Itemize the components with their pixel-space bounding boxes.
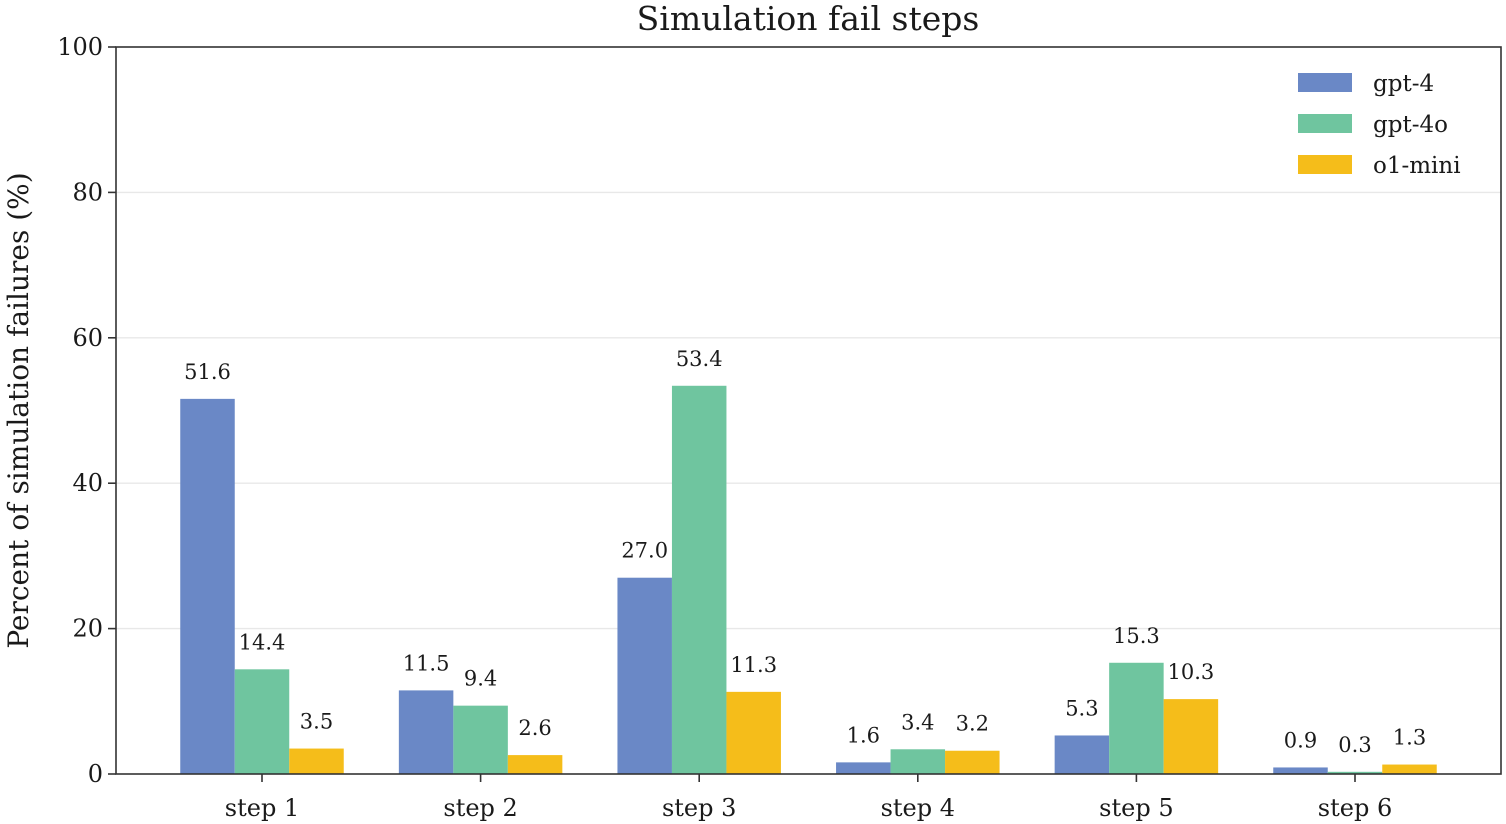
legend-label: gpt-4: [1373, 71, 1434, 97]
bar-value-label: 1.3: [1393, 726, 1426, 750]
bar-o1-mini-4: [1163, 699, 1219, 774]
x-tick-label: step 6: [1318, 794, 1392, 822]
bar-gpt-4o-0: [234, 669, 290, 774]
bar-gpt-4o-1: [453, 705, 508, 774]
bar-value-label: 5.3: [1065, 696, 1098, 720]
y-tick-label: 20: [72, 615, 103, 643]
bar-value-label: 15.3: [1113, 624, 1160, 648]
bar-value-label: 3.5: [300, 710, 333, 734]
bar-o1-mini-0: [289, 748, 344, 774]
bar-value-label: 3.2: [956, 712, 989, 736]
bar-value-label: 3.4: [901, 710, 934, 734]
bar-gpt-4o-3: [890, 749, 946, 774]
bar-value-label: 2.6: [518, 716, 551, 740]
bar-gpt-4-3: [836, 762, 891, 774]
bar-value-label: 11.5: [403, 651, 450, 675]
x-tick-label: step 1: [225, 794, 299, 822]
bar-gpt-4o-4: [1109, 662, 1164, 774]
x-tick-label: step 3: [662, 794, 736, 822]
chart-title: Simulation fail steps: [637, 0, 980, 38]
bars: [180, 385, 1437, 774]
x-tick-label: step 4: [881, 794, 955, 822]
x-tick-label: step 5: [1099, 794, 1173, 822]
y-axis: 0 20 40 60 80 100: [57, 33, 116, 788]
bar-value-label: 0.3: [1338, 733, 1371, 757]
x-axis: step 1 step 2 step 3 step 4 step 5 step 6: [225, 774, 1392, 822]
bar-value-label: 11.3: [730, 653, 777, 677]
legend: gpt-4 gpt-4o o1-mini: [1298, 71, 1461, 179]
bar-value-label: 51.6: [184, 360, 231, 384]
y-tick-label: 60: [72, 324, 103, 352]
gridlines: [116, 191, 1501, 630]
value-labels: 51.6 14.4 3.5 11.5 9.4 2.6 27.0 53.4 11.3 1.6 3.4 3…: [184, 347, 1426, 757]
bar-gpt-4o-5: [1327, 771, 1383, 774]
bar-value-label: 14.4: [239, 630, 286, 654]
y-tick-label: 80: [72, 178, 103, 206]
bar-value-label: 0.9: [1284, 728, 1317, 752]
bar-value-label: 9.4: [464, 667, 497, 691]
bar-value-label: 27.0: [621, 539, 668, 563]
bar-o1-mini-1: [507, 755, 563, 774]
y-tick-label: 40: [72, 469, 103, 497]
bar-gpt-4o-2: [671, 385, 727, 774]
legend-label: o1-mini: [1373, 153, 1461, 179]
bar-o1-mini-5: [1382, 764, 1437, 774]
bar-gpt-4-5: [1273, 767, 1328, 774]
bar-o1-mini-3: [945, 750, 1000, 774]
bar-gpt-4-2: [617, 577, 672, 774]
legend-swatch-gpt-4o: [1298, 114, 1352, 133]
bar-o1-mini-2: [726, 691, 781, 774]
bar-gpt-4-1: [398, 690, 454, 774]
x-tick-label: step 2: [443, 794, 517, 822]
legend-swatch-gpt-4: [1298, 73, 1352, 92]
plot-frame: [115, 46, 1502, 775]
bar-gpt-4-0: [180, 398, 235, 774]
bar-value-label: 1.6: [847, 723, 880, 747]
y-tick-label: 100: [57, 33, 103, 61]
legend-swatch-o1-mini: [1298, 155, 1352, 174]
legend-label: gpt-4o: [1373, 112, 1448, 138]
y-axis-label: Percent of simulation failures (%): [2, 172, 35, 648]
bar-value-label: 10.3: [1168, 660, 1215, 684]
y-tick-label: 0: [88, 760, 103, 788]
bar-gpt-4-4: [1054, 735, 1110, 774]
bar-value-label: 53.4: [676, 347, 723, 371]
